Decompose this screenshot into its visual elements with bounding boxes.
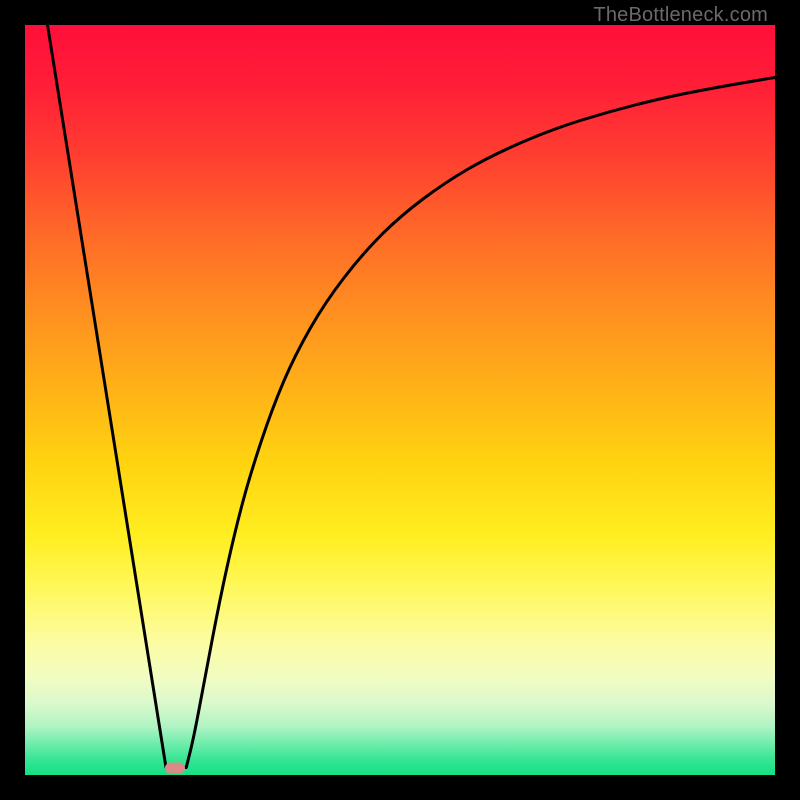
bottleneck-curve <box>25 25 775 775</box>
attribution-label: TheBottleneck.com <box>593 4 768 27</box>
plot-area <box>25 25 775 775</box>
optimal-point-marker <box>165 762 185 773</box>
chart-frame: TheBottleneck.com <box>0 0 800 800</box>
